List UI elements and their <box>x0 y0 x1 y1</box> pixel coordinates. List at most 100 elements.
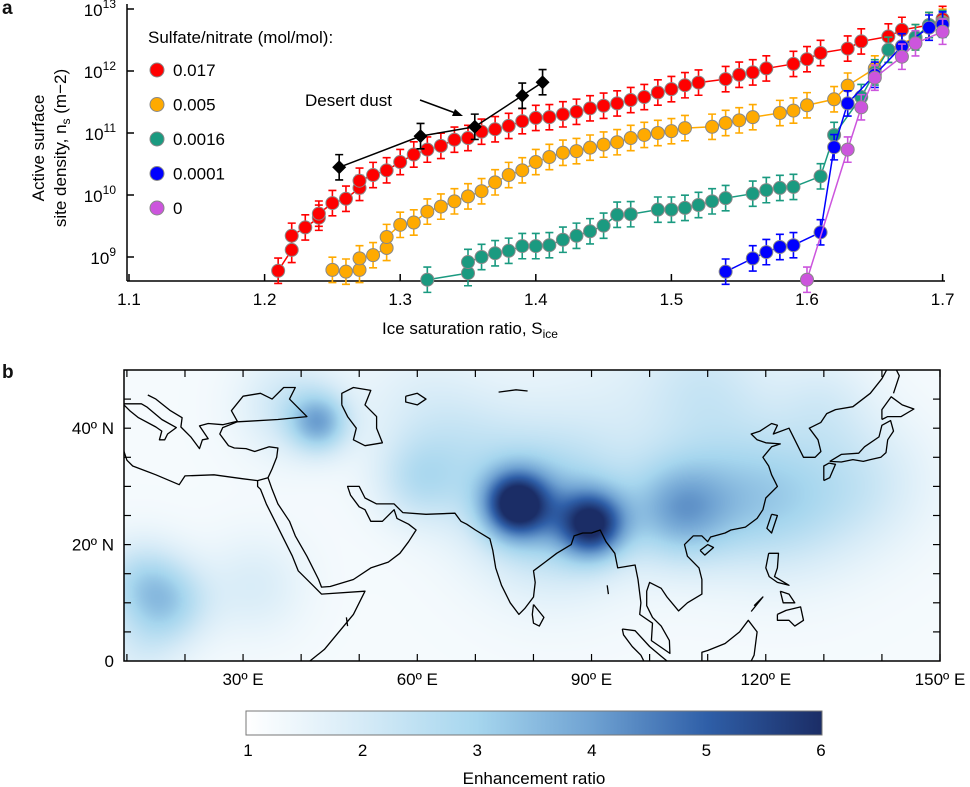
data-point <box>827 92 842 107</box>
data-point <box>718 191 733 206</box>
data-point <box>583 101 598 116</box>
data-point <box>840 96 855 111</box>
data-point <box>366 248 381 263</box>
data-point <box>569 144 584 159</box>
data-point <box>447 194 462 209</box>
data-point <box>338 264 353 279</box>
x-tick-label: 1.7 <box>931 290 955 309</box>
legend-label: 0.017 <box>173 61 216 80</box>
coastline <box>256 480 366 661</box>
legend-label: 0 <box>173 199 182 218</box>
lon-tick-label: 30º E <box>222 670 263 689</box>
data-point <box>596 98 611 113</box>
legend-marker <box>149 62 165 78</box>
data-point <box>461 255 475 270</box>
colorbar-label: Enhancement ratio <box>463 769 606 787</box>
x-tick-label: 1.3 <box>388 290 412 309</box>
data-point <box>759 61 774 76</box>
data-point <box>542 110 557 125</box>
lon-tick-label: 120º E <box>740 670 791 689</box>
coastline <box>765 552 790 586</box>
data-point <box>650 126 665 140</box>
data-point <box>623 207 638 222</box>
coastline <box>701 619 758 661</box>
data-point <box>528 110 543 125</box>
data-point <box>840 41 855 56</box>
data-point <box>935 24 950 39</box>
data-point <box>338 191 353 206</box>
data-point <box>786 238 801 253</box>
data-point <box>515 114 530 129</box>
data-point <box>813 46 828 61</box>
data-point <box>881 42 896 57</box>
coastline <box>881 396 915 421</box>
data-point <box>501 243 516 258</box>
data-point <box>311 206 326 221</box>
data-point <box>677 121 692 136</box>
x-tick-label: 1.4 <box>524 290 548 309</box>
data-point <box>433 138 448 153</box>
data-point <box>515 239 530 254</box>
coastline <box>124 386 308 486</box>
data-point <box>827 140 842 155</box>
coastline <box>776 606 805 627</box>
data-point <box>542 150 557 165</box>
data-point <box>691 197 706 212</box>
data-point <box>637 127 652 142</box>
data-point <box>759 183 774 198</box>
coastline <box>750 596 764 612</box>
data-point <box>332 160 347 175</box>
data-point <box>745 186 760 201</box>
data-point <box>732 113 747 128</box>
legend-marker <box>149 200 165 216</box>
lat-tick-label: 0 <box>105 652 114 671</box>
panel-a-label: a <box>2 0 13 19</box>
data-point <box>922 20 937 35</box>
legend-marker <box>149 131 165 147</box>
data-point <box>352 173 367 188</box>
data-point <box>637 90 652 105</box>
data-point <box>759 245 774 260</box>
colorbar-tick-label: 2 <box>358 741 367 760</box>
coastline <box>267 370 888 655</box>
coastline <box>779 590 796 604</box>
data-point <box>393 155 408 170</box>
data-point <box>379 163 394 178</box>
coastline <box>405 392 427 406</box>
data-point <box>501 168 516 183</box>
legend-label: 0.0001 <box>173 165 225 184</box>
coastline <box>341 386 384 447</box>
data-point <box>515 88 530 103</box>
data-point <box>555 107 570 122</box>
data-point <box>298 220 313 235</box>
data-point <box>474 184 489 199</box>
y-tick-label: 109 <box>90 245 116 268</box>
data-point <box>677 78 692 93</box>
coastline <box>892 370 900 394</box>
data-point <box>691 75 706 90</box>
legend-label: 0.005 <box>173 96 216 115</box>
data-point <box>515 163 530 178</box>
data-point <box>447 132 462 147</box>
data-point <box>623 93 638 108</box>
legend-title: Sulfate/nitrate (mol/mol): <box>148 28 333 47</box>
legend-marker <box>149 166 165 181</box>
data-point <box>610 207 625 222</box>
x-tick-label: 1.1 <box>117 290 141 309</box>
lat-tick-label: 20º N <box>72 536 114 555</box>
coastline <box>829 419 895 463</box>
data-point <box>677 200 692 215</box>
data-point <box>271 263 286 278</box>
colorbar-tick-label: 4 <box>587 741 596 760</box>
series-0.005 <box>325 8 950 286</box>
series-0 <box>800 18 950 294</box>
y-tick-label: 1012 <box>84 59 117 82</box>
data-point <box>325 262 340 277</box>
data-point <box>786 56 801 71</box>
data-point <box>433 199 448 214</box>
data-point <box>786 103 801 118</box>
data-point <box>894 49 909 64</box>
desert-dust-annotation: Desert dust <box>305 91 392 110</box>
coastline <box>622 628 668 661</box>
series-desert-dust <box>332 68 550 181</box>
